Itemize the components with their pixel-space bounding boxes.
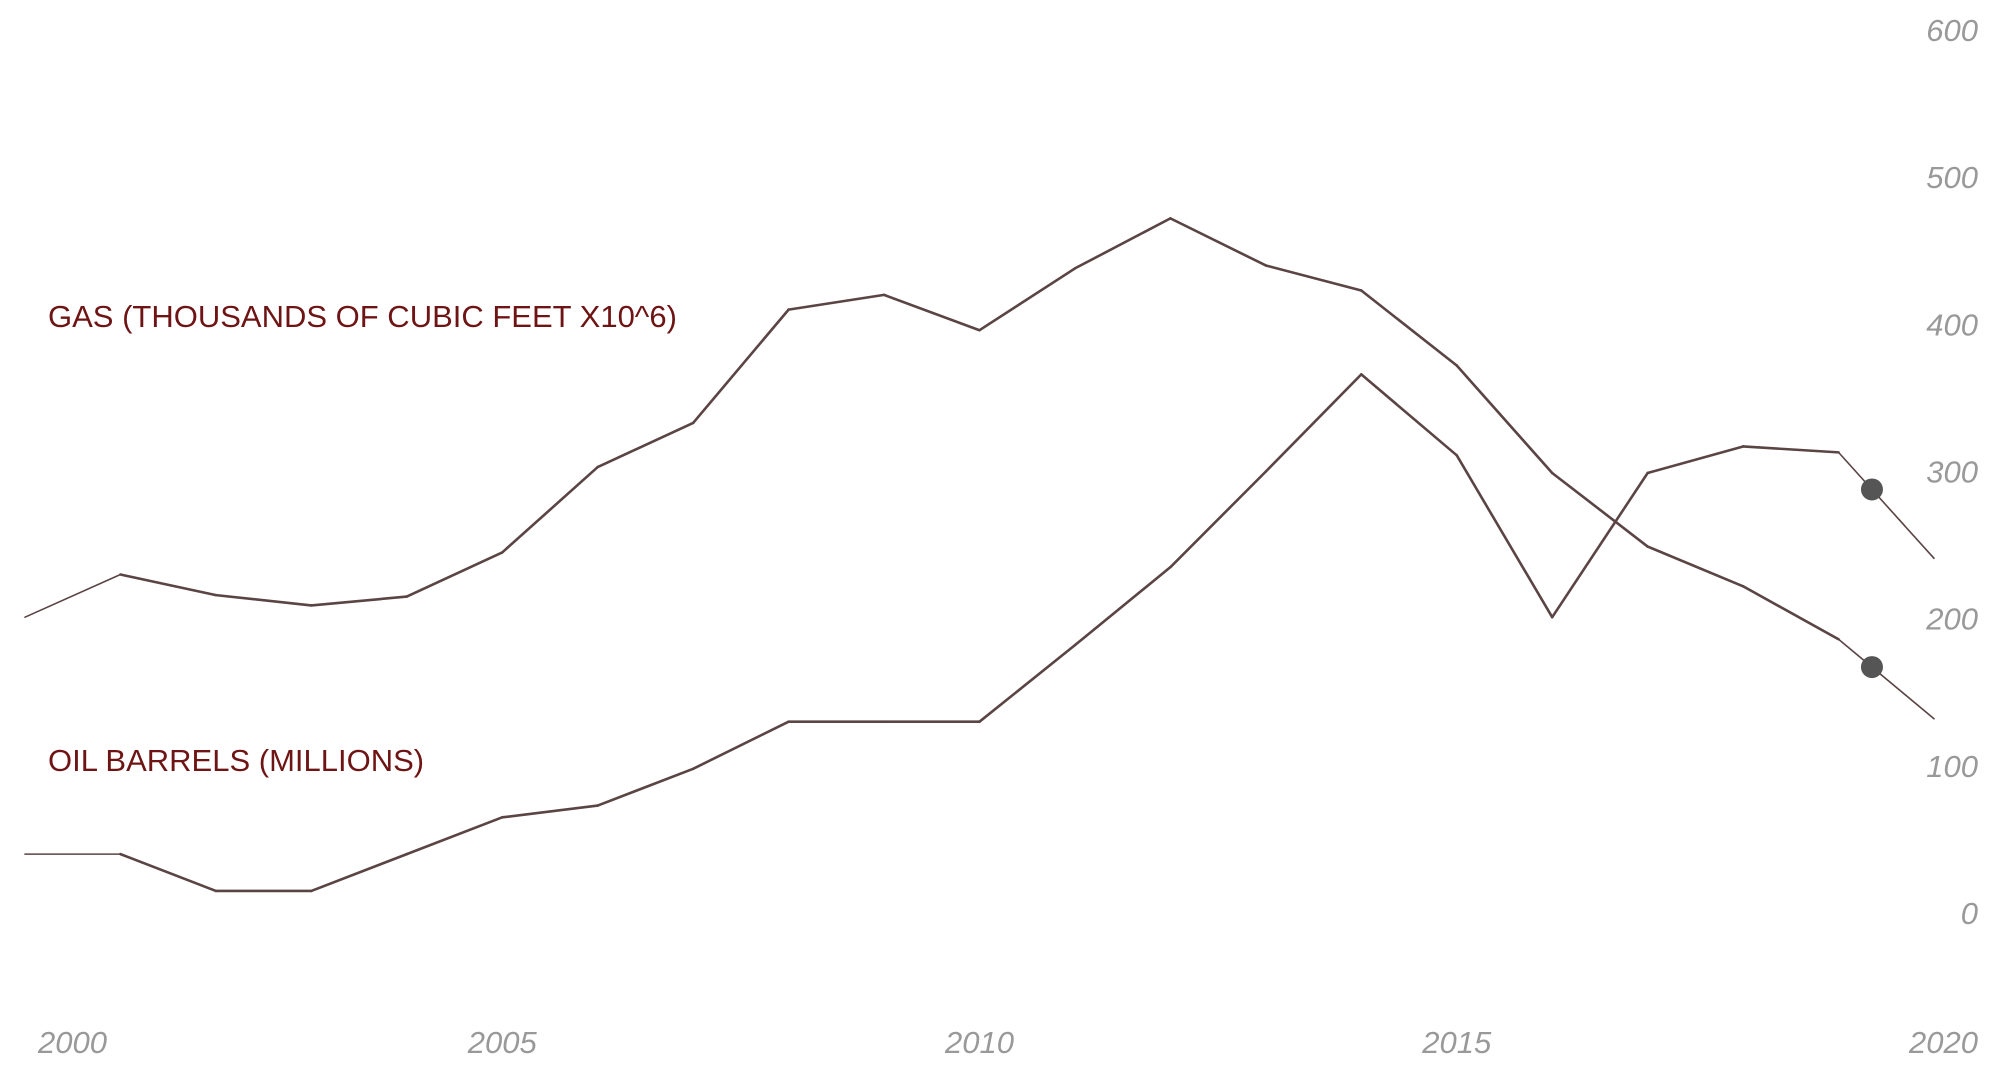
oil-line-segment bbox=[310, 852, 409, 893]
gas-line-segment bbox=[1073, 217, 1172, 270]
series-end-markers bbox=[1860, 478, 1883, 679]
x-tick-label: 2010 bbox=[944, 1025, 1014, 1060]
y-tick-label: 500 bbox=[1926, 160, 1978, 195]
oil-end-marker bbox=[1860, 478, 1883, 501]
oil-line-segment bbox=[1837, 451, 1935, 560]
x-tick-label: 2000 bbox=[37, 1025, 107, 1060]
gas-series-label: GAS (THOUSANDS OF CUBIC FEET X10^6) bbox=[48, 299, 677, 334]
gas-line-segment bbox=[882, 293, 981, 332]
y-tick-label: 100 bbox=[1926, 749, 1978, 784]
oil-line-segment bbox=[1073, 565, 1172, 647]
oil-line-segment bbox=[1360, 373, 1459, 457]
x-tick-label: 2015 bbox=[1421, 1025, 1492, 1060]
oil-line-segment bbox=[405, 816, 504, 856]
gas-line-segment bbox=[978, 267, 1077, 332]
oil-line-segment bbox=[596, 767, 695, 807]
gas-line-segment bbox=[1837, 638, 1935, 720]
gas-line-segment bbox=[1169, 217, 1268, 267]
oil-line-segment bbox=[1455, 454, 1554, 619]
x-axis-ticks: 2000 2005 2010 2015 2020 bbox=[37, 1025, 1978, 1060]
oil-line-segment bbox=[691, 720, 790, 771]
gas-line-segment bbox=[787, 293, 886, 311]
oil-line-segment bbox=[500, 804, 600, 819]
gas-line-segment bbox=[1455, 364, 1554, 475]
oil-line-segment bbox=[1550, 471, 1649, 619]
gas-line-segment bbox=[1550, 471, 1649, 548]
gas-line-segment bbox=[1360, 289, 1459, 367]
gas-line-segment bbox=[214, 593, 313, 607]
x-tick-label: 2020 bbox=[1908, 1025, 1978, 1060]
x-tick-label: 2005 bbox=[467, 1025, 538, 1060]
gas-line-segment bbox=[1646, 545, 1745, 588]
gas-end-marker bbox=[1860, 656, 1883, 679]
oil-line-segment bbox=[1264, 373, 1363, 473]
gas-line-segment bbox=[691, 308, 790, 425]
gas-line-segment bbox=[119, 573, 218, 597]
gas-line-segment bbox=[596, 421, 695, 469]
gas-line-segment bbox=[405, 551, 504, 598]
oil-series-label: OIL BARRELS (MILLIONS) bbox=[48, 743, 424, 778]
oil-line-segment bbox=[1646, 445, 1745, 475]
gas-line-segment bbox=[500, 465, 600, 554]
y-tick-label: 600 bbox=[1926, 13, 1978, 48]
gas-line-segment bbox=[310, 595, 409, 607]
oil-line-segment bbox=[1741, 445, 1840, 454]
oil-line-segment bbox=[119, 852, 218, 893]
y-tick-label: 400 bbox=[1926, 307, 1978, 342]
y-tick-label: 0 bbox=[1961, 896, 1978, 931]
gas-line-segment bbox=[1264, 264, 1363, 292]
series-lines bbox=[24, 217, 1935, 893]
gas-line-segment bbox=[1741, 584, 1840, 641]
y-tick-label: 200 bbox=[1925, 602, 1978, 637]
y-tick-label: 300 bbox=[1926, 455, 1978, 490]
oil-line-segment bbox=[1169, 470, 1268, 569]
gas-line-segment bbox=[24, 573, 122, 618]
y-axis-ticks: 0 100 200 300 400 500 600 bbox=[1925, 13, 1978, 931]
oil-line-segment bbox=[978, 643, 1077, 723]
